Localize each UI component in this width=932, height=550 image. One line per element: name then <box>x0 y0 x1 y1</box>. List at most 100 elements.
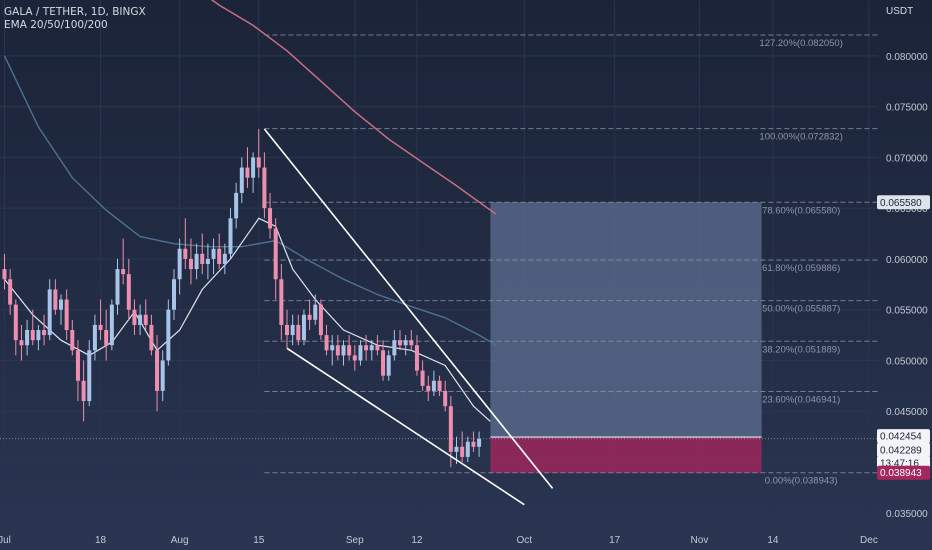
candle <box>53 279 58 315</box>
ema-200-line <box>210 0 497 215</box>
candle <box>279 264 284 341</box>
candle-body <box>36 330 41 341</box>
candle-body <box>19 340 24 346</box>
indicator-legend[interactable]: EMA 20/50/100/200 <box>4 19 108 31</box>
candle <box>386 350 391 381</box>
fib-level-label: 38.20%(0.051889) <box>762 344 840 355</box>
time-tick-label: Aug <box>171 535 189 546</box>
candle <box>194 243 199 280</box>
symbol-title[interactable]: GALA / TETHER, 1D, BINGX <box>4 6 146 18</box>
candle-body <box>262 167 267 209</box>
falling-wedge[interactable] <box>263 128 554 506</box>
candle <box>42 314 47 346</box>
candle-body <box>443 390 448 407</box>
last-price-tag-box <box>877 442 930 457</box>
candle-body <box>194 253 199 270</box>
candle-body <box>98 324 103 330</box>
time-tick-label: 12 <box>411 535 423 546</box>
candle <box>296 314 301 346</box>
candle <box>81 360 86 422</box>
candle <box>347 335 352 361</box>
candle <box>75 340 80 402</box>
candle <box>437 375 442 396</box>
candle-body <box>70 330 75 351</box>
candle-body <box>245 167 250 178</box>
candle-body <box>426 385 431 391</box>
candle-body <box>296 324 301 341</box>
price-tick-label: 0.080000 <box>886 52 928 63</box>
wedge-trendline <box>263 128 554 489</box>
candle <box>381 340 386 381</box>
candle-body <box>138 314 143 325</box>
candle <box>98 299 103 341</box>
candle <box>8 269 13 315</box>
price-tick-label: 0.075000 <box>886 103 928 114</box>
candle-body <box>25 330 30 346</box>
candle-body <box>166 309 171 361</box>
candlestick-series <box>2 128 482 468</box>
candle <box>448 396 453 468</box>
time-axis[interactable]: Jul 18 Aug 15 Sep 12 Oct 17 Nov 14 Dec <box>0 535 878 546</box>
candle-body <box>420 370 425 386</box>
candle <box>87 340 92 407</box>
chart-header: GALA / TETHER, 1D, BINGX EMA 20/50/100/2… <box>4 6 146 32</box>
target-price-tag-text: 0.065580 <box>880 198 922 209</box>
candle-body <box>75 350 80 381</box>
candle-body <box>205 258 210 264</box>
candle-body <box>188 258 193 270</box>
candle-body <box>431 380 436 391</box>
candle <box>330 335 335 366</box>
candle <box>70 319 75 356</box>
candle <box>30 309 35 346</box>
candle-body <box>448 406 453 452</box>
candle-body <box>2 269 7 280</box>
candle <box>138 304 143 336</box>
target-price-tag-box <box>877 195 930 210</box>
candle-body <box>313 304 318 320</box>
candle <box>256 128 261 178</box>
entry-price-tag-box <box>877 429 930 444</box>
candle <box>183 218 188 270</box>
candle <box>109 299 114 351</box>
candle <box>19 324 24 361</box>
candle-body <box>222 253 227 264</box>
candle <box>104 309 109 361</box>
fib-level-label: 100.00%(0.072832) <box>759 132 842 143</box>
fib-level-label: 0.00%(0.038943) <box>765 476 838 487</box>
entry-price-tag: 0.042454 <box>877 429 930 444</box>
candle <box>477 431 482 457</box>
candle <box>352 345 357 371</box>
candle-body <box>307 314 312 320</box>
candle <box>341 340 346 366</box>
candle-body <box>160 360 165 391</box>
last-price-tag: 0.042289 <box>877 442 930 457</box>
time-tick-label: 18 <box>95 535 107 546</box>
candle <box>409 330 414 351</box>
candle <box>335 335 340 361</box>
candle-body <box>234 192 239 219</box>
candle-body <box>42 330 47 336</box>
candle <box>64 289 69 341</box>
candle <box>172 269 176 320</box>
price-tick-label: 0.065000 <box>886 204 928 215</box>
candle-body <box>398 340 402 346</box>
candle-body <box>301 314 306 341</box>
fib-level-label: 127.20%(0.082050) <box>759 38 842 49</box>
candle <box>398 330 402 351</box>
candle <box>25 319 30 356</box>
candle <box>313 294 318 325</box>
stop-price-tag-text: 0.038943 <box>880 468 922 479</box>
candle-body <box>330 345 335 351</box>
candle-body <box>471 441 476 447</box>
candle <box>211 238 216 275</box>
candle-body <box>381 350 386 376</box>
candle-body <box>347 345 352 356</box>
fib-level-label: 78.60%(0.065580) <box>762 205 840 216</box>
loss-zone <box>490 437 762 473</box>
fib-level-label: 61.80%(0.059886) <box>762 263 840 274</box>
candle <box>301 309 306 346</box>
candle <box>115 258 120 315</box>
candle-body <box>375 345 380 351</box>
candle-body <box>251 157 256 178</box>
